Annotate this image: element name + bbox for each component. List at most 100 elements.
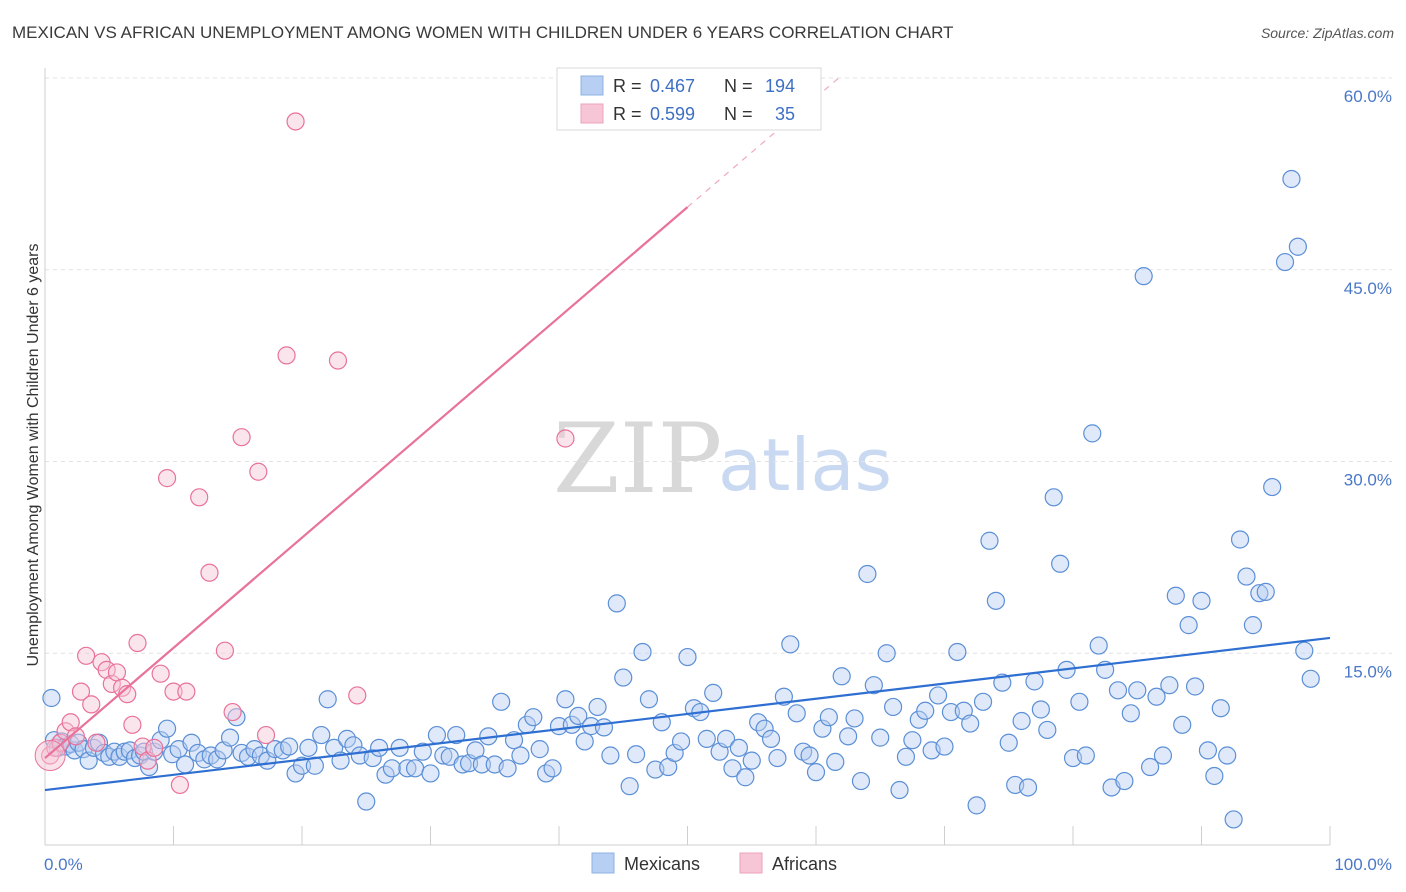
mexican-point xyxy=(575,732,594,751)
mexican-point xyxy=(1192,591,1211,610)
mexican-point xyxy=(819,708,838,727)
mexican-point xyxy=(1025,672,1044,691)
mexican-point xyxy=(967,796,986,815)
mexican-point xyxy=(761,729,781,748)
mexican-point xyxy=(916,701,935,720)
mexican-point xyxy=(986,591,1006,610)
mexican-point xyxy=(157,719,177,738)
african-point xyxy=(71,682,91,701)
african-point xyxy=(82,695,101,714)
mexican-point xyxy=(1115,771,1134,791)
legend-r-label: R = xyxy=(613,76,642,96)
african-point xyxy=(102,674,121,694)
mexican-point xyxy=(524,708,543,727)
mexican-point xyxy=(858,564,877,584)
mexican-point xyxy=(716,729,736,748)
african-point xyxy=(215,641,234,660)
mexican-point xyxy=(813,719,832,738)
mexican-point xyxy=(1263,477,1282,497)
african-point xyxy=(328,351,348,370)
africans-points xyxy=(34,112,575,795)
mexican-point xyxy=(620,777,639,796)
mexican-point xyxy=(1173,715,1192,734)
mexican-point xyxy=(1160,676,1179,695)
mexican-point xyxy=(1288,237,1307,256)
mexican-point xyxy=(935,737,954,756)
mexican-point xyxy=(723,759,742,778)
mexican-point xyxy=(787,704,806,723)
mexican-point xyxy=(1282,169,1301,189)
mexican-point xyxy=(800,746,819,765)
african-point xyxy=(170,775,190,795)
mexican-point xyxy=(864,676,883,695)
mexican-point xyxy=(453,755,472,774)
mexican-point xyxy=(42,688,61,708)
african-point xyxy=(66,727,85,746)
african-point xyxy=(348,686,367,705)
y-tick-label: 60.0% xyxy=(1344,87,1392,106)
african-point xyxy=(128,633,147,653)
mexican-point xyxy=(434,746,453,765)
x-tick-label: 100.0% xyxy=(1334,855,1392,874)
mexican-point xyxy=(145,742,164,761)
african-point xyxy=(61,713,80,732)
mexican-point xyxy=(826,752,845,772)
mexican-point xyxy=(182,733,201,752)
mexican-point xyxy=(1198,741,1218,760)
mexican-point xyxy=(1147,687,1166,706)
mexican-point xyxy=(845,709,864,728)
mexican-point xyxy=(839,727,858,746)
mexican-point xyxy=(704,683,723,702)
mexican-point xyxy=(1179,616,1198,635)
mexican-point xyxy=(498,759,517,778)
mexican-point xyxy=(292,756,312,775)
mexican-point xyxy=(697,729,716,748)
mexican-point xyxy=(755,719,774,738)
mexican-point xyxy=(1070,692,1089,711)
mexican-point xyxy=(961,714,980,733)
mexican-point xyxy=(781,635,800,654)
chart-title: MEXICAN VS AFRICAN UNEMPLOYMENT AMONG WO… xyxy=(12,23,953,42)
mexican-point xyxy=(1301,669,1320,688)
mexican-point xyxy=(980,531,999,550)
series-legend: Mexicans Africans xyxy=(591,852,837,874)
legend-r-label: R = xyxy=(613,104,642,124)
mexican-point xyxy=(1218,746,1237,765)
mexican-point xyxy=(1089,636,1108,655)
mexican-point xyxy=(948,642,967,662)
mexican-point xyxy=(607,594,626,613)
mexican-point xyxy=(588,697,607,717)
mexican-point xyxy=(312,725,331,745)
mexican-point xyxy=(1044,488,1063,507)
mexican-point xyxy=(1140,757,1160,777)
mexican-point xyxy=(806,763,826,782)
legend-r-value: 0.599 xyxy=(650,104,695,124)
mexican-point xyxy=(742,751,761,770)
mexican-point xyxy=(1275,252,1295,272)
mexican-point xyxy=(208,750,227,769)
mexican-point xyxy=(871,728,890,747)
african-point xyxy=(200,563,219,582)
mexican-point xyxy=(280,737,299,756)
african-point xyxy=(77,646,96,665)
african-point xyxy=(133,737,152,756)
mexican-point xyxy=(1121,704,1140,723)
mexican-point xyxy=(890,780,909,800)
mexican-point xyxy=(1224,810,1243,829)
mexican-point xyxy=(318,690,337,709)
mexican-point xyxy=(832,667,851,686)
x-ticks: 0.0% 100.0% xyxy=(44,826,1392,874)
mexican-point xyxy=(928,686,948,705)
mexican-point xyxy=(1230,530,1250,549)
mexican-point xyxy=(543,759,562,778)
mexican-point xyxy=(472,755,491,774)
series-swatch-africans xyxy=(739,852,763,874)
mexican-point xyxy=(363,748,382,768)
mexican-point xyxy=(1018,778,1038,797)
mexican-point xyxy=(1243,616,1263,635)
y-tick-label: 30.0% xyxy=(1344,471,1392,490)
africans-trend-line xyxy=(44,206,689,759)
mexican-point xyxy=(639,690,659,709)
mexican-point xyxy=(896,747,916,766)
